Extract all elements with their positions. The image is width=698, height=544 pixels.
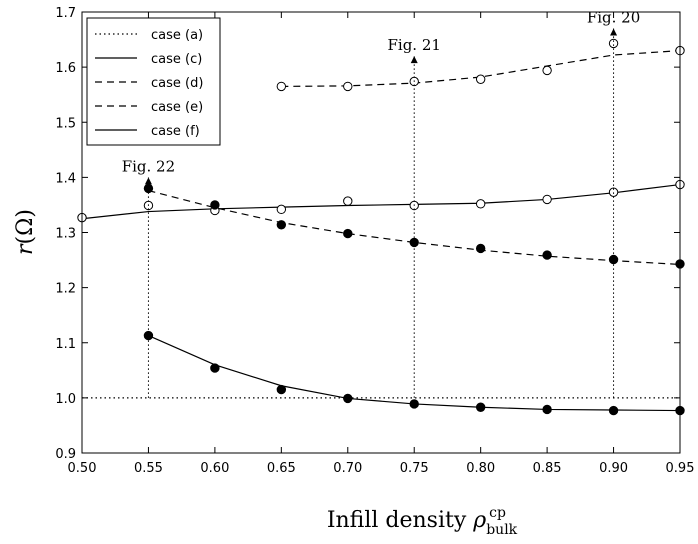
data-point [277,205,285,213]
data-point [476,403,484,411]
data-point [476,75,484,83]
y-tick-label: 1.6 [55,61,76,76]
legend-label: case (f) [151,124,200,139]
annotation-arrowhead [610,29,617,36]
data-point [344,82,352,90]
data-point [609,406,617,414]
annotation-label: Fig. 22 [122,157,175,175]
data-point [344,197,352,205]
legend-label: case (d) [151,76,203,91]
x-tick-label: 0.55 [134,461,163,476]
x-tick-label: 0.75 [400,461,429,476]
annotation-arrowhead [411,56,418,63]
x-tick-label: 0.50 [68,461,97,476]
annotation-label: Fig. 21 [388,36,441,54]
data-point [344,394,352,402]
x-tick-label: 0.95 [666,461,695,476]
data-point [277,385,285,393]
y-tick-label: 0.9 [55,447,76,462]
x-tick-label: 0.80 [466,461,495,476]
y-tick-label: 1.2 [55,282,76,297]
y-tick-label: 1.3 [55,227,76,242]
y-tick-label: 1.4 [55,171,76,186]
legend-label: case (c) [151,52,202,67]
data-point [277,221,285,229]
annotation-arrowhead [145,177,152,184]
data-point [543,66,551,74]
legend-label: case (a) [151,28,203,43]
x-axis-label: Infill density ρbulkcp [327,505,518,538]
legend-label: case (e) [151,100,203,115]
x-tick-label: 0.90 [599,461,628,476]
data-point [277,82,285,90]
data-point [543,251,551,259]
data-point [543,405,551,413]
data-point [410,400,418,408]
data-point [476,244,484,252]
y-tick-label: 1.0 [55,392,76,407]
y-tick-label: 1.5 [55,116,76,131]
x-tick-label: 0.65 [267,461,296,476]
series-line-casec [82,185,680,219]
data-point [344,229,352,237]
x-tick-label: 0.70 [333,461,362,476]
data-point [543,195,551,203]
data-point [211,364,219,372]
x-tick-label: 0.60 [200,461,229,476]
y-axis-label: r(Ω) [13,209,38,255]
data-point [211,201,219,209]
y-tick-label: 1.1 [55,337,76,352]
data-point [476,200,484,208]
annotation-label: Fig. 20 [587,9,640,27]
y-tick-label: 1.7 [55,6,76,21]
x-tick-label: 0.85 [533,461,562,476]
legend: case (a) case (c) case (d) case (e) case (f) [87,18,220,145]
